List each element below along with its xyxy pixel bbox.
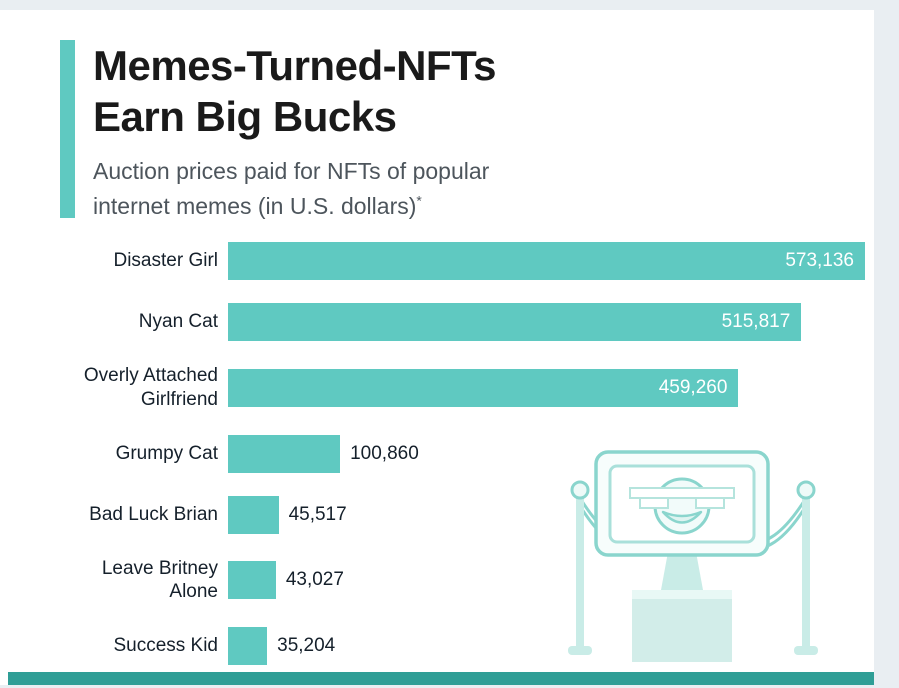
category-label: Overly Attached Girlfriend	[83, 365, 218, 410]
bar-row: Disaster Girl 573,136	[0, 242, 865, 280]
bar	[228, 627, 268, 665]
chart-subtitle: Auction prices paid for NFTs of popular …	[93, 154, 496, 223]
meme-face-icon	[629, 477, 735, 535]
bar-track: 43,027	[228, 561, 865, 600]
value-label: 100,860	[350, 442, 419, 464]
header-text: Memes-Turned-NFTs Earn Big Bucks Auction…	[93, 40, 496, 223]
value-label: 35,204	[277, 635, 336, 656]
bar-row: Bad Luck Brian 45,517	[0, 495, 865, 534]
title-line-1: Memes-Turned-NFTs	[93, 42, 496, 89]
bar-track: 515,817	[228, 303, 865, 341]
bar-track: 573,136	[228, 242, 865, 280]
bar-track: 35,204	[228, 627, 865, 665]
bar-row: Grumpy Cat 100,860	[0, 434, 865, 473]
subtitle-line-2: internet memes (in U.S. dollars)	[93, 192, 417, 219]
value-label: 459,260	[658, 376, 728, 398]
bar: 573,136	[228, 242, 865, 280]
bar-row: Leave Britney Alone 43,027	[0, 557, 865, 605]
value-label: 43,027	[285, 569, 344, 591]
stanchion-post-left	[568, 480, 592, 655]
infographic-card: Memes-Turned-NFTs Earn Big Bucks Auction…	[0, 10, 874, 685]
stanchion-post-right	[794, 480, 818, 655]
value-label: 45,517	[288, 503, 347, 525]
meme-exhibit-illustration	[568, 450, 818, 662]
category-label: Grumpy Cat	[115, 442, 218, 464]
bar-row: Success Kid 35,204	[0, 627, 865, 665]
bar: 459,260	[228, 368, 739, 407]
bar-row: Nyan Cat 515,817	[0, 303, 865, 341]
bar	[228, 561, 276, 600]
bar	[228, 434, 341, 473]
category-label: Bad Luck Brian	[89, 503, 218, 525]
bar-row: Overly Attached Girlfriend 459,260	[0, 364, 865, 412]
header: Memes-Turned-NFTs Earn Big Bucks Auction…	[60, 40, 496, 223]
bar-track: 100,860	[228, 434, 865, 473]
category-label: Disaster Girl	[113, 250, 218, 272]
footer-bar	[8, 672, 874, 685]
subtitle-line-1: Auction prices paid for NFTs of popular	[93, 158, 490, 185]
footnote-marker: *	[416, 192, 422, 209]
bar-track: 459,260	[228, 368, 865, 407]
monitor-stand	[661, 552, 703, 590]
page-title: Memes-Turned-NFTs Earn Big Bucks	[93, 40, 496, 142]
category-label: Nyan Cat	[138, 311, 218, 333]
pixel-sunglasses-icon	[629, 487, 735, 509]
bar-track: 45,517	[228, 495, 865, 534]
bar: 515,817	[228, 303, 802, 341]
title-line-2: Earn Big Bucks	[93, 93, 397, 141]
category-label: Leave Britney Alone	[101, 557, 218, 603]
pedestal	[632, 590, 732, 662]
value-label: 573,136	[785, 250, 854, 271]
title-accent-bar	[60, 40, 75, 218]
bar	[228, 495, 279, 534]
category-label: Success Kid	[113, 635, 218, 657]
bar-chart: Disaster Girl 573,136 Nyan Cat 515,817 Overl…	[0, 242, 865, 688]
value-label: 515,817	[721, 311, 791, 332]
